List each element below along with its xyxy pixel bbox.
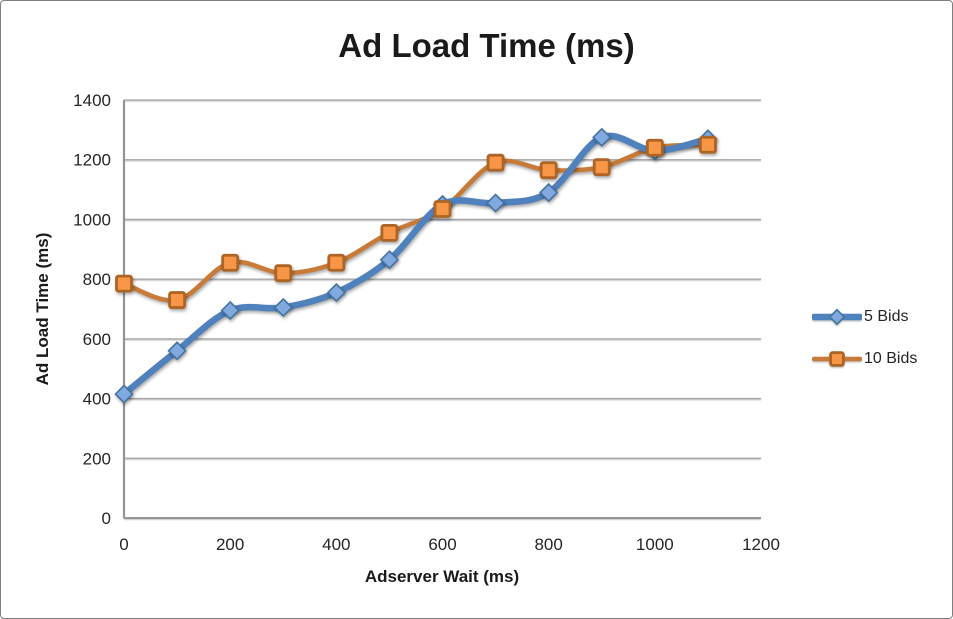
diamond-marker [273, 297, 293, 318]
x-tick-label: 1000 [636, 535, 674, 554]
diamond-marker [167, 341, 187, 361]
diamond-marker [485, 193, 506, 213]
series-markers-5-bids [114, 127, 718, 404]
square-marker [221, 253, 240, 272]
series-line-10-bids [121, 142, 711, 303]
y-tick-label: 1200 [73, 151, 111, 170]
legend-line-square-icon [812, 349, 862, 369]
square-marker [327, 253, 346, 272]
x-tick-label: 800 [534, 535, 562, 554]
y-tick-label: 400 [83, 390, 111, 409]
square-marker [592, 158, 611, 177]
diamond-marker [592, 127, 612, 147]
y-axis-title: Ad Load Time (ms) [33, 232, 52, 386]
legend-label: 10 Bids [864, 350, 918, 367]
legend-line-diamond-icon [812, 307, 862, 327]
square-marker [486, 153, 505, 172]
diamond-marker [220, 300, 240, 321]
x-tick-label: 400 [322, 535, 350, 554]
diamond-marker [539, 182, 559, 203]
x-axis-title: Adserver Wait (ms) [364, 567, 520, 586]
square-marker [829, 351, 845, 367]
diamond-marker [379, 250, 400, 270]
series-line-5-bids [120, 132, 712, 398]
diamond-marker [828, 308, 846, 326]
square-marker [539, 161, 558, 180]
y-tick-label: 1400 [73, 91, 111, 110]
square-marker [699, 135, 717, 154]
square-marker [433, 200, 452, 218]
square-marker [274, 264, 293, 283]
x-tick-label: 200 [216, 535, 244, 554]
y-tick-label: 800 [83, 270, 111, 289]
x-tick-label: 0 [119, 535, 128, 554]
y-tick-label: 600 [83, 330, 111, 349]
legend-label: 5 Bids [864, 308, 909, 325]
x-tick-label: 600 [428, 535, 456, 554]
legend-item-10-bids: 10 Bids [812, 349, 917, 369]
square-marker [380, 223, 399, 242]
diamond-marker [114, 384, 134, 404]
square-marker [115, 274, 133, 293]
series-markers-10-bids [115, 135, 717, 309]
x-tick-label: 1200 [742, 535, 780, 554]
y-tick-label: 0 [102, 509, 111, 528]
y-tick-label: 200 [83, 449, 111, 468]
square-marker [168, 291, 186, 309]
square-marker [645, 138, 664, 157]
legend-item-5-bids: 5 Bids [812, 307, 917, 327]
y-tick-label: 1000 [73, 210, 111, 229]
chart-title: Ad Load Time (ms) [338, 27, 635, 64]
legend: 5 Bids 10 Bids [812, 307, 917, 369]
diamond-marker [326, 282, 346, 303]
